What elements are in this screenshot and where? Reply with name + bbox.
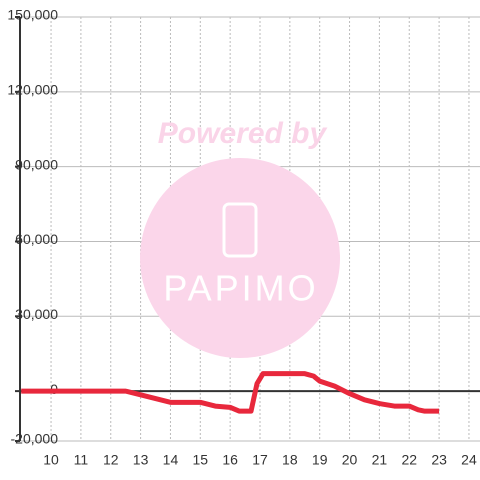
y-tick-label: 60,000 (15, 231, 58, 247)
x-tick-label: 15 (193, 452, 209, 468)
x-tick-label: 16 (222, 452, 238, 468)
x-tick-label: 20 (342, 452, 358, 468)
watermark-logo: PAPIMO (163, 268, 318, 309)
x-tick-label: 23 (431, 452, 447, 468)
x-tick-label: 18 (282, 452, 298, 468)
x-tick-label: 22 (401, 452, 417, 468)
line-series (21, 371, 440, 414)
x-tick-label: 19 (312, 452, 328, 468)
y-tick-label: 90,000 (15, 156, 58, 172)
y-tick-label: 120,000 (7, 82, 58, 98)
x-tick-label: 14 (163, 452, 179, 468)
x-tick-label: 11 (74, 452, 89, 468)
x-tick-label: 12 (103, 452, 119, 468)
x-tick-label: 13 (133, 452, 149, 468)
x-tick-label: 24 (461, 452, 477, 468)
y-tick-label: 150,000 (7, 7, 58, 23)
y-tick-label: 30,000 (15, 306, 58, 322)
watermark: Powered by PAPIMO (140, 117, 340, 358)
x-tick-label: 21 (372, 452, 388, 468)
watermark-icon (222, 202, 258, 258)
y-tick-label: -20,000 (11, 431, 59, 447)
x-tick-label: 17 (252, 452, 268, 468)
watermark-text: Powered by (158, 117, 328, 150)
watermark-circle (140, 158, 340, 358)
x-tick-label: 10 (43, 452, 59, 468)
